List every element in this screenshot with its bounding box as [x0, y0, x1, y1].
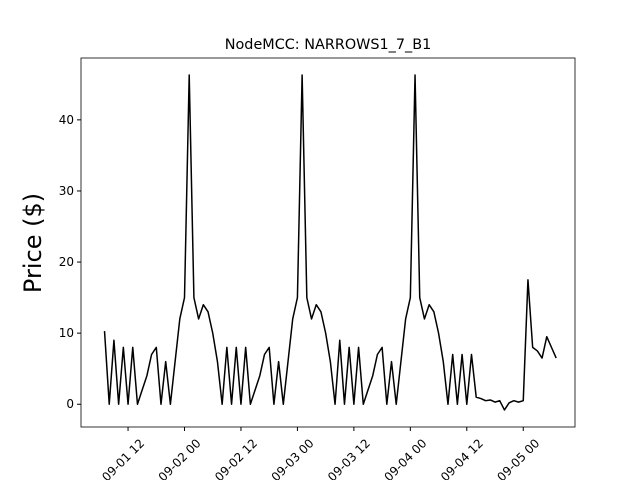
- y-tick-label: 40: [59, 113, 74, 127]
- plot-frame: [80, 57, 576, 428]
- y-tick-label: 10: [59, 326, 74, 340]
- y-axis-label: Price ($): [19, 193, 47, 293]
- y-tick-label: 30: [59, 184, 74, 198]
- y-tick-label: 20: [59, 255, 74, 269]
- x-tick-label: 09-01 12: [99, 436, 147, 480]
- price-line: [103, 74, 557, 411]
- x-tick-label: 09-03 00: [269, 436, 317, 480]
- x-tick-label: 09-02 12: [212, 436, 260, 480]
- x-tick-label: 09-05 00: [494, 436, 542, 480]
- chart-title: NodeMCC: NARROWS1_7_B1: [225, 37, 432, 53]
- x-tick-label: 09-02 00: [156, 436, 204, 480]
- x-tick-label: 09-04 12: [438, 436, 486, 480]
- y-tick-label: 0: [66, 397, 74, 411]
- x-tick-label: 09-04 00: [381, 436, 429, 480]
- x-tick-label: 09-03 12: [325, 436, 373, 480]
